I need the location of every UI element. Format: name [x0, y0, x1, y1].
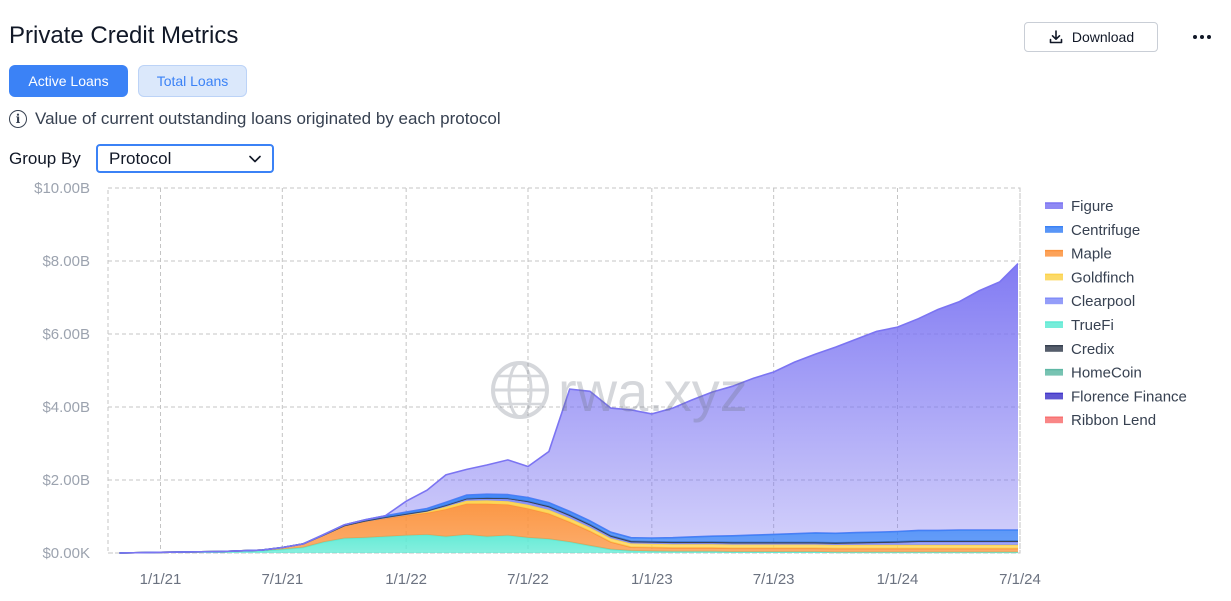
legend-label: Florence Finance — [1071, 388, 1187, 405]
legend-item-credix[interactable]: Credix — [1045, 341, 1115, 358]
legend-label: Maple — [1071, 246, 1112, 263]
legend-item-ribbon-lend[interactable]: Ribbon Lend — [1045, 412, 1156, 429]
y-tick-label: $0.00K — [42, 545, 90, 562]
legend-item-figure[interactable]: Figure — [1045, 198, 1114, 215]
tab-active-loans[interactable]: Active Loans — [9, 65, 128, 97]
group-by-select[interactable]: Protocol — [96, 144, 274, 173]
legend-label: Ribbon Lend — [1071, 412, 1156, 429]
x-tick-label: 7/1/22 — [507, 571, 549, 588]
legend-item-centrifuge[interactable]: Centrifuge — [1045, 222, 1140, 239]
tab-total-loans[interactable]: Total Loans — [138, 65, 247, 97]
info-row: i Value of current outstanding loans ori… — [9, 109, 501, 129]
watermark: rwa.xyz — [491, 360, 748, 423]
legend-label: Goldfinch — [1071, 269, 1134, 286]
legend-label: Clearpool — [1071, 293, 1135, 310]
line-figure — [119, 263, 1019, 554]
y-tick-label: $4.00B — [42, 399, 90, 416]
info-icon: i — [9, 110, 27, 128]
chevron-down-icon — [249, 155, 261, 162]
legend-label: HomeCoin — [1071, 365, 1142, 382]
legend-item-truefi[interactable]: TrueFi — [1045, 317, 1114, 334]
y-tick-label: $2.00B — [42, 472, 90, 489]
area-maple — [119, 503, 1018, 553]
legend-item-goldfinch[interactable]: Goldfinch — [1045, 269, 1134, 286]
legend-label: Credix — [1071, 341, 1115, 358]
y-tick-label: $8.00B — [42, 253, 90, 270]
area-figure — [119, 263, 1018, 553]
download-label: Download — [1071, 29, 1135, 45]
x-tick-label: 7/1/21 — [261, 571, 303, 588]
y-tick-label: $10.00B — [34, 180, 90, 197]
y-tick-label: $6.00B — [42, 326, 90, 343]
area-truefi — [119, 534, 1018, 553]
x-tick-label: 1/1/23 — [631, 571, 673, 588]
x-tick-label: 7/1/23 — [753, 571, 795, 588]
legend-label: Centrifuge — [1071, 222, 1140, 239]
legend-label: Figure — [1071, 198, 1114, 215]
download-icon — [1049, 30, 1063, 44]
legend-item-clearpool[interactable]: Clearpool — [1045, 293, 1135, 310]
watermark-text: rwa.xyz — [558, 360, 748, 423]
area-goldfinch — [119, 500, 1018, 553]
legend-label: TrueFi — [1071, 317, 1114, 334]
x-tick-label: 1/1/24 — [877, 571, 919, 588]
more-horizontal-icon[interactable] — [1188, 26, 1216, 48]
page-title: Private Credit Metrics — [9, 22, 239, 49]
x-tick-label: 7/1/24 — [999, 571, 1041, 588]
area-centrifuge — [119, 494, 1018, 553]
legend-item-florence-finance[interactable]: Florence Finance — [1045, 388, 1187, 405]
legend-item-homecoin[interactable]: HomeCoin — [1045, 365, 1142, 382]
download-button[interactable]: Download — [1024, 22, 1158, 52]
group-by-label: Group By — [9, 149, 81, 168]
x-tick-label: 1/1/21 — [140, 571, 182, 588]
group-by-value: Protocol — [109, 148, 172, 168]
info-text: Value of current outstanding loans origi… — [35, 109, 501, 128]
x-tick-label: 1/1/22 — [385, 571, 427, 588]
legend-item-maple[interactable]: Maple — [1045, 246, 1112, 263]
